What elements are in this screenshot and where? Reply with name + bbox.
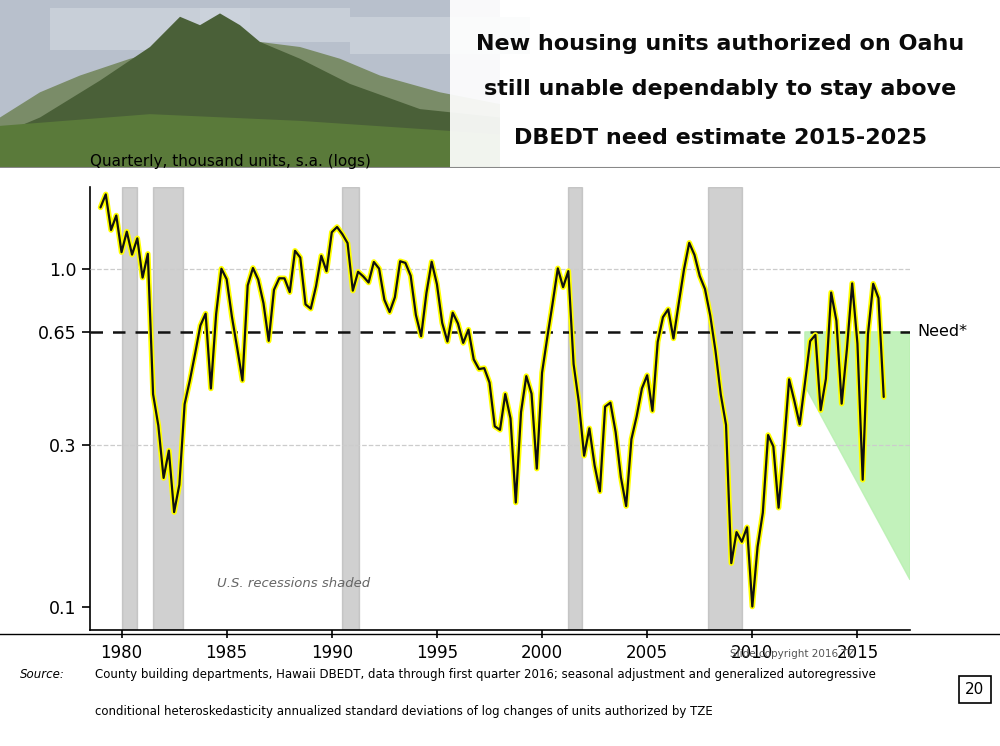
Text: DBEDT need estimate 2015-2025: DBEDT need estimate 2015-2025 (514, 128, 926, 148)
Polygon shape (805, 332, 910, 580)
Bar (568, 186, 582, 630)
Text: County building departments, Hawaii DBEDT, data through first quarter 2016; seas: County building departments, Hawaii DBED… (95, 668, 876, 681)
Bar (153, 186, 183, 630)
Text: 20: 20 (965, 683, 985, 698)
Bar (708, 186, 742, 630)
Text: still unable dependably to stay above: still unable dependably to stay above (484, 79, 956, 99)
Text: Quarterly, thousand units, s.a. (logs): Quarterly, thousand units, s.a. (logs) (90, 154, 371, 169)
Polygon shape (0, 114, 500, 168)
Polygon shape (0, 0, 500, 168)
Text: U.S. recessions shaded: U.S. recessions shaded (217, 577, 370, 590)
Bar (342, 186, 359, 630)
Polygon shape (0, 13, 500, 168)
Text: Source:: Source: (20, 668, 65, 681)
Polygon shape (350, 16, 530, 54)
Text: New housing units authorized on Oahu: New housing units authorized on Oahu (476, 34, 964, 54)
Polygon shape (200, 8, 350, 42)
Polygon shape (450, 0, 1000, 168)
Bar (122, 186, 137, 630)
Polygon shape (0, 42, 500, 168)
Polygon shape (50, 8, 250, 51)
Text: Slide copyright 2016 TZ: Slide copyright 2016 TZ (730, 648, 855, 659)
Text: conditional heteroskedasticity annualized standard deviations of log changes of : conditional heteroskedasticity annualize… (95, 705, 713, 718)
Text: Need*: Need* (917, 325, 967, 339)
